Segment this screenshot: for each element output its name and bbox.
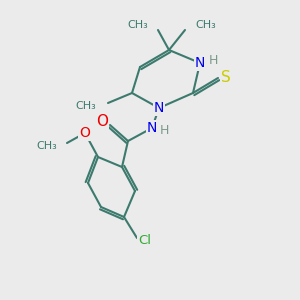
Text: CH₃: CH₃ [36,141,57,151]
Text: O: O [96,115,108,130]
Text: CH₃: CH₃ [195,20,216,30]
Text: CH₃: CH₃ [75,101,96,111]
Text: N: N [154,101,164,115]
Text: H: H [159,124,169,137]
Text: H: H [208,53,218,67]
Text: S: S [221,70,231,86]
Text: N: N [147,121,157,135]
Text: CH₃: CH₃ [127,20,148,30]
Text: N: N [195,56,205,70]
Text: Cl: Cl [139,235,152,248]
Text: O: O [80,126,90,140]
